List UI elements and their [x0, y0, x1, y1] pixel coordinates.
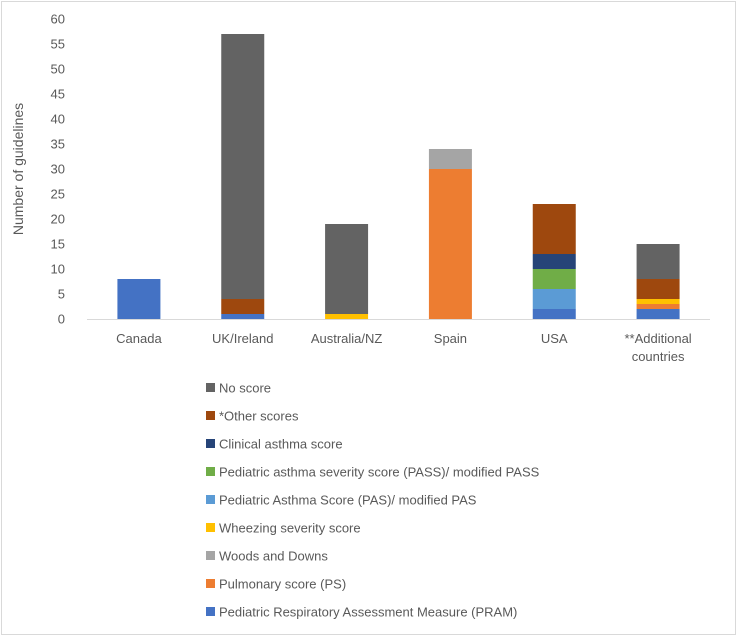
y-tick-label: 40: [51, 112, 65, 127]
y-tick-label: 15: [51, 237, 65, 252]
bar-segment: [532, 309, 576, 319]
bar-segment: [532, 269, 576, 289]
x-tick-label: UK/Ireland: [212, 331, 273, 346]
bar-segment: [428, 169, 472, 319]
bar-segment: [636, 279, 680, 299]
bar-segment: [636, 299, 680, 304]
y-tick-label: 25: [51, 187, 65, 202]
legend-swatch: [206, 383, 215, 392]
y-tick-label: 0: [58, 312, 65, 327]
legend-swatch: [206, 495, 215, 504]
bar-segment: [221, 314, 265, 319]
legend-swatch: [206, 551, 215, 560]
y-tick-label: 60: [51, 12, 65, 27]
bar-segment: [532, 289, 576, 309]
y-tick-label: 5: [58, 287, 65, 302]
legend-swatch: [206, 467, 215, 476]
y-axis-title: Number of guidelines: [10, 103, 26, 235]
x-tick-label: USA: [541, 331, 568, 346]
y-tick-label: 30: [51, 162, 65, 177]
x-tick-label: **Additional: [624, 331, 691, 346]
bar-segment: [428, 149, 472, 169]
legend-label: Wheezing severity score: [219, 521, 361, 536]
legend-swatch: [206, 439, 215, 448]
legend-swatch: [206, 411, 215, 420]
bar-segment: [221, 299, 265, 314]
legend-label: Pediatric Asthma Score (PAS)/ modified P…: [219, 493, 477, 508]
legend-swatch: [206, 607, 215, 616]
bar-segment: [636, 244, 680, 279]
legend-label: No score: [219, 381, 271, 396]
y-tick-label: 10: [51, 262, 65, 277]
y-tick-label: 55: [51, 37, 65, 52]
bar-segment: [636, 309, 680, 319]
bar-segment: [221, 34, 265, 299]
legend-label: Clinical asthma score: [219, 437, 343, 452]
legend-label: Woods and Downs: [219, 549, 328, 564]
y-tick-label: 50: [51, 62, 65, 77]
x-tick-label: Australia/NZ: [311, 331, 383, 346]
legend-label: Pulmonary score (PS): [219, 577, 346, 592]
y-tick-label: 45: [51, 87, 65, 102]
legend-swatch: [206, 523, 215, 532]
y-tick-label: 20: [51, 212, 65, 227]
x-tick-label: countries: [632, 349, 685, 364]
legend-label: *Other scores: [219, 409, 299, 424]
legend-label: Pediatric Respiratory Assessment Measure…: [219, 605, 517, 620]
bar-segment: [117, 279, 161, 319]
bar-segment: [325, 314, 369, 319]
x-tick-label: Spain: [434, 331, 467, 346]
bar-segment: [532, 204, 576, 254]
legend-swatch: [206, 579, 215, 588]
bar-segment: [532, 254, 576, 269]
bar-segment: [325, 224, 369, 314]
y-tick-label: 35: [51, 137, 65, 152]
bar-segment: [636, 304, 680, 309]
legend-label: Pediatric asthma severity score (PASS)/ …: [219, 465, 540, 480]
x-tick-label: Canada: [116, 331, 162, 346]
